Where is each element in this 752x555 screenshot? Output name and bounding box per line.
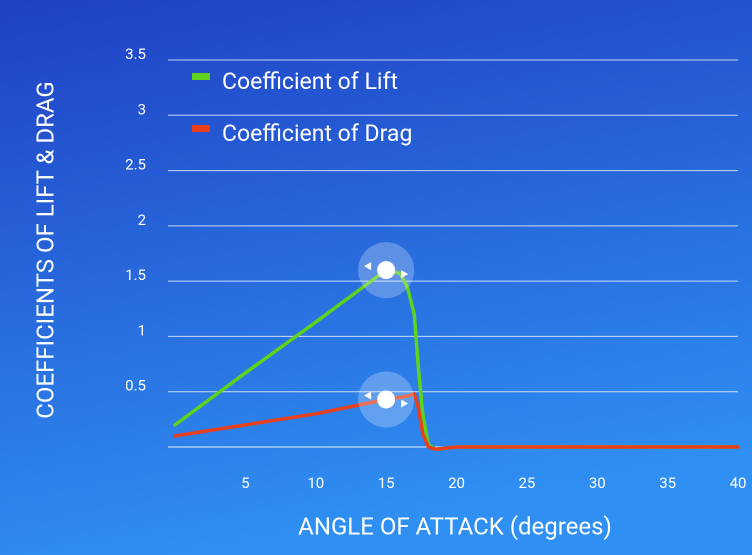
y-tick-label: 3 [138,100,146,118]
x-axis-title: ANGLE OF ATTACK (degrees) [298,512,612,540]
legend-label: Coefficient of Lift [222,68,398,95]
x-tick-label: 30 [589,474,606,492]
x-tick-label: 40 [730,474,747,492]
x-tick-label: 25 [518,474,535,492]
x-tick-label: 35 [659,474,676,492]
handle-knob [377,261,396,280]
handle-arrow [401,270,409,279]
legend-swatch [192,73,210,80]
y-tick-label: 2 [138,211,146,229]
y-tick-label: 1.5 [125,266,146,284]
y-axis-title: COEFFICIENTS OF LIFT & DRAG [31,81,59,419]
handle-knob [377,390,396,409]
y-tick-label: 1 [138,321,146,339]
legend-swatch [192,125,210,132]
y-tick-label: 3.5 [125,45,146,63]
handle-arrow [364,262,372,271]
handle-arrow [401,399,409,408]
drag-handle[interactable] [358,371,415,428]
x-tick-label: 20 [448,474,465,492]
handle-arrow [364,391,372,400]
x-tick-label: 15 [378,474,395,492]
y-tick-label: 0.5 [125,377,146,395]
y-tick-label: 2.5 [125,156,146,174]
x-tick-label: 5 [241,474,249,492]
drag-handle[interactable] [358,242,415,299]
legend-label: Coefficient of Drag [222,120,412,147]
x-tick-label: 10 [307,474,324,492]
data-line [173,392,740,451]
